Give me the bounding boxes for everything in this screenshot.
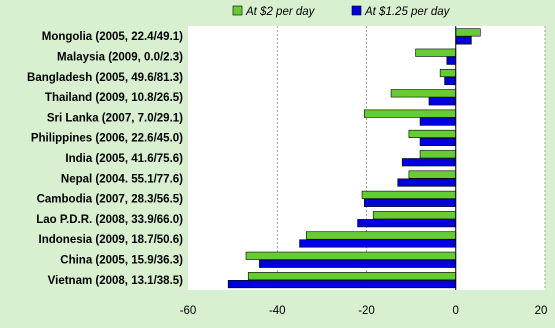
bar-usd125-11: [259, 259, 457, 268]
bar-usd2-7: [408, 170, 457, 179]
bar-usd125-6: [401, 158, 457, 167]
category-label: Lao P.D.R. (2008, 33.9/66.0): [36, 214, 183, 226]
legend: At $2 per day At $1.25 per day: [232, 5, 451, 18]
bar-usd125-1: [446, 56, 457, 65]
bar-usd125-2: [444, 76, 457, 86]
legend-swatch-0: [232, 5, 243, 16]
bar-usd2-10: [305, 231, 457, 240]
bar-usd2-3: [390, 89, 457, 98]
bar-usd125-5: [419, 137, 457, 146]
category-label: Nepal (2004. 55.1/77.6): [61, 173, 183, 185]
category-label: Bangladesh (2005, 49.6/81.3): [27, 72, 183, 84]
category-label: Philippines (2006, 22.6/45.0): [31, 133, 183, 145]
bar-usd125-4: [419, 117, 457, 126]
legend-label: At $1.25 per day: [364, 6, 451, 18]
category-label: Malaysia (2009, 0.0/2.3): [57, 51, 183, 63]
category-label: Thailand (2009, 10.8/26.5): [45, 92, 183, 104]
bar-usd2-5: [408, 129, 457, 138]
bar-usd125-3: [428, 97, 457, 106]
legend-swatch-1: [351, 5, 362, 16]
tick-label: 0: [453, 305, 459, 317]
category-label: Indonesia (2009, 18.7/50.6): [39, 234, 184, 246]
category-labels: Mongolia (2005, 22.4/49.1) Malaysia (2009…: [27, 31, 183, 287]
bar-usd125-10: [299, 239, 457, 248]
bar-usd2-0: [455, 28, 481, 37]
bar-usd2-12: [247, 272, 457, 281]
bars: [227, 28, 481, 289]
legend-label: At $2 per day: [245, 6, 316, 18]
bar-usd2-8: [361, 190, 457, 199]
bar-usd125-7: [397, 178, 457, 187]
tick-label: -40: [269, 305, 286, 317]
category-label: Cambodia (2007, 28.3/56.5): [37, 194, 184, 206]
bar-usd2-2: [439, 68, 457, 78]
category-label: China (2005, 15.9/36.3): [60, 255, 183, 267]
bar-usd2-4: [363, 109, 457, 118]
tick-label: -20: [358, 305, 375, 317]
category-label: Mongolia (2005, 22.4/49.1): [42, 31, 183, 43]
tick-label: 20: [535, 305, 548, 317]
tick-labels: -60 -40 -20 0 20: [180, 305, 548, 317]
category-label: Vietnam (2008, 13.1/38.5): [48, 275, 183, 287]
bar-usd2-11: [245, 251, 457, 260]
bar-usd2-9: [372, 211, 457, 220]
category-label: Sri Lanka (2007, 7.0/29.1): [47, 112, 183, 124]
bar-usd2-1: [415, 48, 457, 57]
tick-label: -60: [180, 305, 197, 317]
bar-usd125-0: [455, 36, 472, 45]
category-label: India (2005, 41.6/75.6): [65, 153, 183, 165]
bar-usd2-6: [419, 150, 457, 159]
bar-usd125-8: [363, 198, 457, 207]
bar-usd125-12: [227, 280, 457, 289]
bar-usd125-9: [357, 219, 457, 228]
